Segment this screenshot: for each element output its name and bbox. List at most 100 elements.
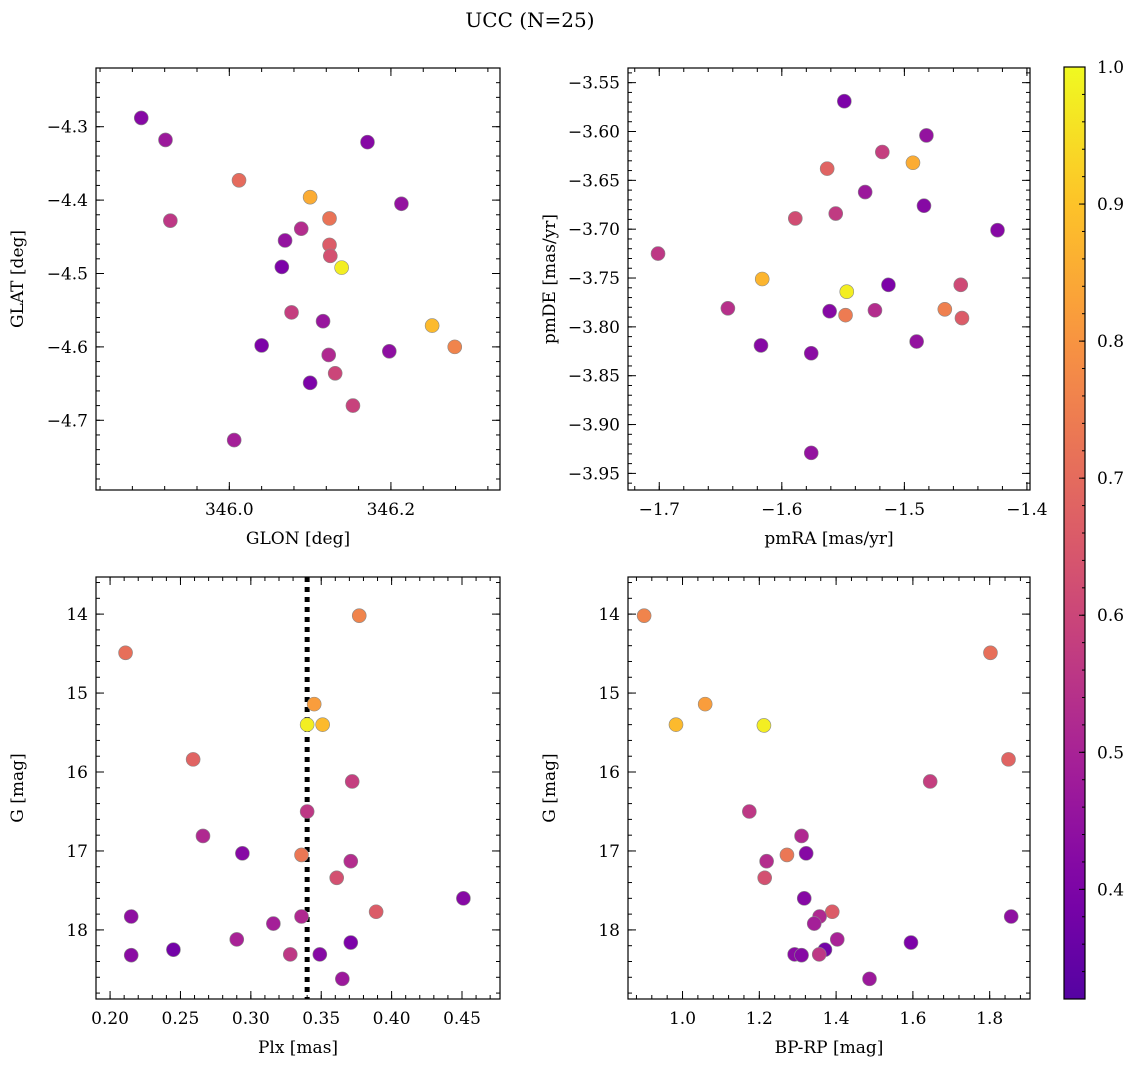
data-point xyxy=(803,445,819,461)
data-point xyxy=(983,645,998,661)
y-tick-label: −3.85 xyxy=(568,367,620,387)
data-point xyxy=(322,211,337,226)
data-point xyxy=(1001,752,1016,767)
data-point xyxy=(343,853,359,869)
x-axis-label: pmRA [mas/yr] xyxy=(764,529,893,549)
data-point xyxy=(424,318,440,333)
data-point xyxy=(779,847,795,863)
data-point xyxy=(819,161,835,176)
data-point xyxy=(757,870,772,886)
data-point xyxy=(158,132,173,148)
data-point xyxy=(837,93,852,109)
colorbar-tick-label: 0.8 xyxy=(1097,332,1124,352)
y-tick-label: 14 xyxy=(66,605,88,625)
y-axis-label: GLAT [deg] xyxy=(8,230,28,328)
data-point xyxy=(759,853,774,869)
y-tick-label: 18 xyxy=(66,921,88,941)
y-axis-label: G [mag] xyxy=(540,753,560,822)
data-point xyxy=(360,134,375,150)
x-tick-label: −1.4 xyxy=(1006,500,1047,520)
data-point xyxy=(636,608,652,623)
y-tick-label: −3.65 xyxy=(568,171,620,191)
x-tick-label: 0.20 xyxy=(91,1009,129,1029)
y-tick-label: 17 xyxy=(598,842,620,862)
axes-frame xyxy=(627,576,1031,1000)
data-point xyxy=(231,172,247,188)
data-point xyxy=(315,717,330,732)
y-tick-label: 17 xyxy=(66,842,88,862)
data-point xyxy=(839,284,855,299)
data-point xyxy=(796,891,812,906)
data-point xyxy=(822,303,837,319)
y-tick-label: 15 xyxy=(598,684,620,704)
data-point xyxy=(905,155,921,171)
data-point xyxy=(343,935,359,950)
data-point xyxy=(335,971,350,987)
x-tick-label: 346.2 xyxy=(367,500,416,520)
data-point xyxy=(720,301,736,316)
data-point xyxy=(312,947,328,962)
data-point xyxy=(299,804,315,819)
data-point xyxy=(345,398,361,413)
colorbar: 0.4 0.5 0.6 0.7 0.8 0.9 1.0 xyxy=(1063,58,1124,1000)
panel-pmra-pmde: −1.7 −1.6 −1.5 −1.4 −3.55 −3.60 −3.65 −3.70 −3.7… xyxy=(540,67,1048,549)
panel-plx-g: 0.20 0.25 0.30 0.35 0.40 0.45 14 15 16 17 18 Plx [m… xyxy=(8,576,501,1058)
data-point xyxy=(123,909,139,924)
data-point xyxy=(185,752,201,767)
y-axis-label: pmDE [mas/yr] xyxy=(540,214,560,344)
figure-title: UCC (N=25) xyxy=(465,8,594,32)
data-point xyxy=(937,301,953,317)
x-tick-label: 0.35 xyxy=(302,1009,340,1029)
data-point xyxy=(282,947,298,962)
data-point xyxy=(697,696,713,712)
data-point xyxy=(875,144,890,160)
y-tick-label: −3.90 xyxy=(568,416,620,436)
data-point xyxy=(828,206,844,221)
panel-bprp-g: 1.0 1.2 1.4 1.6 1.8 14 15 16 17 18 BP-RP [mag] G [m… xyxy=(540,576,1031,1058)
data-point xyxy=(266,916,281,931)
x-tick-label: 1.4 xyxy=(823,1009,850,1029)
y-tick-label: −4.5 xyxy=(47,264,88,284)
data-point xyxy=(881,277,896,293)
data-point xyxy=(806,916,822,931)
data-point xyxy=(334,260,349,275)
data-point xyxy=(909,334,924,349)
data-point xyxy=(668,717,684,732)
data-point xyxy=(829,932,845,947)
colorbar-tick-label: 1.0 xyxy=(1097,58,1124,78)
y-tick-label: −4.3 xyxy=(47,118,88,138)
x-tick-label: −1.7 xyxy=(639,500,680,520)
y-tick-label: −4.6 xyxy=(47,338,88,358)
data-point xyxy=(824,904,840,920)
data-point xyxy=(857,184,873,200)
data-point xyxy=(166,942,181,957)
data-point xyxy=(195,828,211,844)
data-point xyxy=(254,338,269,353)
x-tick-label: 0.30 xyxy=(232,1009,270,1029)
data-point xyxy=(163,213,178,228)
data-point xyxy=(794,947,809,963)
data-point xyxy=(1003,909,1019,924)
data-point xyxy=(753,338,769,353)
data-point xyxy=(922,774,938,789)
y-tick-label: −3.80 xyxy=(568,318,620,338)
data-point xyxy=(123,947,139,963)
data-point xyxy=(953,277,969,293)
axes-frame xyxy=(95,576,501,1000)
data-point xyxy=(798,846,814,861)
colorbar-gradient xyxy=(1063,66,1086,1000)
y-tick-label: −3.95 xyxy=(568,464,620,484)
data-point xyxy=(394,196,409,212)
y-tick-label: 14 xyxy=(598,605,620,625)
data-point xyxy=(277,233,293,248)
y-tick-label: −3.60 xyxy=(568,122,620,142)
data-point xyxy=(294,909,309,924)
data-point xyxy=(293,221,309,237)
y-tick-label: −4.4 xyxy=(47,191,88,211)
data-point xyxy=(742,804,757,819)
data-point xyxy=(803,345,819,361)
x-tick-label: 0.25 xyxy=(162,1009,200,1029)
data-point xyxy=(754,271,770,287)
colorbar-tick-label: 0.6 xyxy=(1097,606,1124,626)
